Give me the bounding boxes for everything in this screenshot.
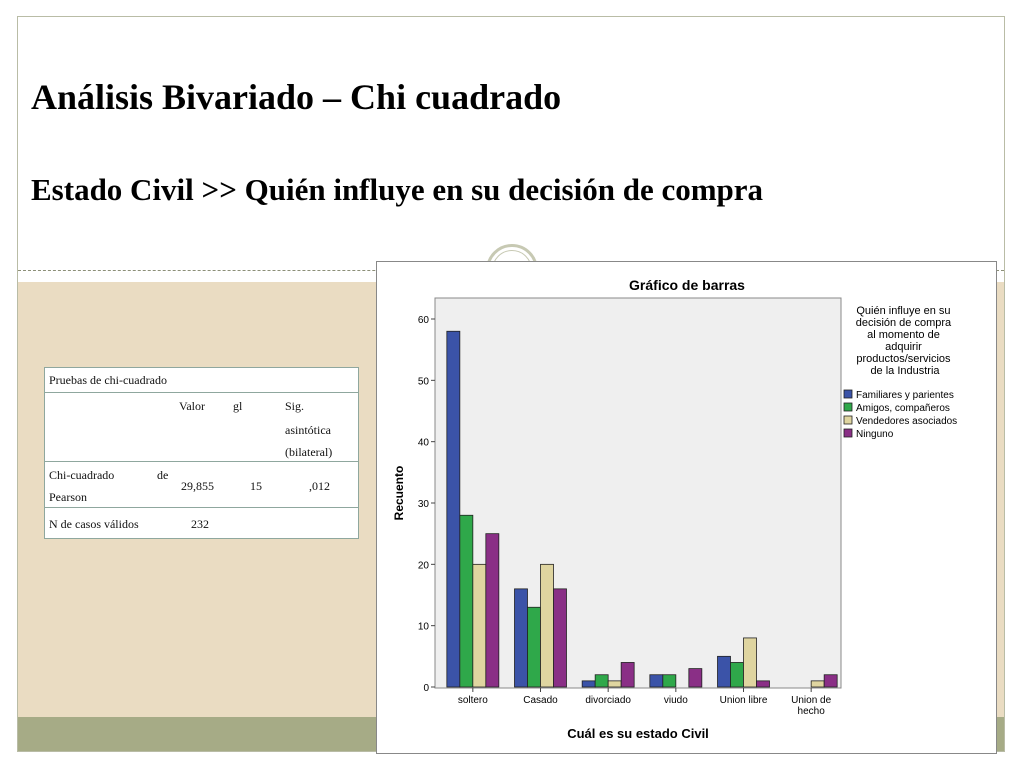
y-axis: 0 10 20 30 40 50 60 [418,315,435,694]
bars-group [446,330,838,688]
slide-title: Análisis Bivariado – Chi cuadrado [31,77,562,117]
row-n-label: N de casos válidos [49,517,139,531]
bar [446,330,461,688]
legend-swatch [843,415,853,425]
bar [743,637,757,688]
x-tick-label: soltero [458,695,488,706]
legend-title-line-6: de la Industria [870,365,940,377]
chart-title: Gráfico de barras [629,277,745,293]
bar [459,514,474,688]
y-tick-label: 0 [423,683,429,694]
legend-items: Familiares y parientes Amigos, compañeros… [843,389,957,440]
row-pearson-label-b: de [157,468,169,482]
legend-label: Ninguno [856,429,894,440]
legend-swatch [843,389,853,399]
y-tick-label: 60 [418,315,430,326]
bar [756,680,770,688]
bar [607,680,622,688]
bar [649,674,664,688]
legend-title-line-5: productos/servicios [856,353,951,365]
legend-title-line-4: adquirir [885,341,922,353]
legend-swatch [843,428,853,438]
row-pearson-gl: 15 [250,479,262,493]
header-sig-3: (bilateral) [285,445,333,459]
x-tick-label: viudo [664,695,688,706]
x-tick-label: Casado [523,695,558,706]
header-gl: gl [233,399,243,413]
row-pearson-label-a: Chi-cuadrado [49,468,115,482]
bar [485,533,500,688]
legend-title-line-1: Quién influye en su [856,305,950,317]
bar [581,680,596,688]
legend-label: Amigos, compañeros [856,403,950,414]
x-tick-label: divorciado [585,695,631,706]
slide-subtitle: Estado Civil >> Quién influye en su deci… [31,172,764,207]
bar [553,588,567,688]
y-tick-label: 20 [418,560,430,571]
plot-area [434,297,842,689]
y-axis-label: Recuento [392,466,406,521]
table-caption: Pruebas de chi-cuadrado [49,373,167,387]
y-tick-label: 10 [418,622,430,633]
header-sig-2: asintótica [285,423,331,437]
bar [717,655,731,688]
legend: Quién influye en su decisión de compra a… [843,305,957,440]
x-axis-label: Cuál es su estado Civil [567,726,709,741]
bar [594,674,609,688]
legend-label: Familiares y parientes [856,390,954,401]
bar [527,606,541,688]
x-tick-label: Union de hecho [791,695,831,717]
header-valor: Valor [179,399,205,413]
row-pearson-label-c: Pearson [49,490,87,504]
bar [810,680,825,688]
bar [688,668,703,688]
legend-swatch [843,402,853,412]
bar [662,674,677,688]
x-axis: soltero Casado divorciado viudo Union libre U… [458,688,832,717]
legend-title-line-2: decisión de compra [856,317,952,329]
legend-label: Vendedores asociados [856,416,957,427]
row-pearson-valor: 29,855 [181,479,214,493]
table-header-row: Valor gl Sig. asintótica (bilateral) [44,392,359,462]
bar-chart: Gráfico de barras 0 10 20 30 40 50 60 soltero C… [392,277,957,741]
legend-title-line-3: al momento de [867,329,940,341]
bar [540,563,554,688]
bar [472,563,487,688]
x-tick-label: Union libre [720,695,768,706]
row-pearson-sig: ,012 [309,479,330,493]
row-n-valor: 232 [191,517,209,531]
legend-title: Quién influye en su decisión de compra a… [856,305,954,377]
bar [620,662,635,688]
bar [730,662,744,688]
bar [514,588,528,688]
table-row-n: N de casos válidos 232 [44,507,359,539]
y-tick-label: 30 [418,499,430,510]
y-tick-label: 40 [418,438,430,449]
header-sig-1: Sig. [285,399,305,413]
chart-frame: Gráfico de barras 0 10 20 30 40 50 60 soltero C… [376,261,997,754]
table-caption-cell: Pruebas de chi-cuadrado [44,367,359,393]
bar [823,674,838,688]
chi-square-table: Pruebas de chi-cuadrado Valor gl Sig. as… [44,367,359,539]
table-row-pearson: Chi-cuadrado de Pearson 29,855 15 ,012 [44,461,359,508]
y-tick-label: 50 [418,376,430,387]
